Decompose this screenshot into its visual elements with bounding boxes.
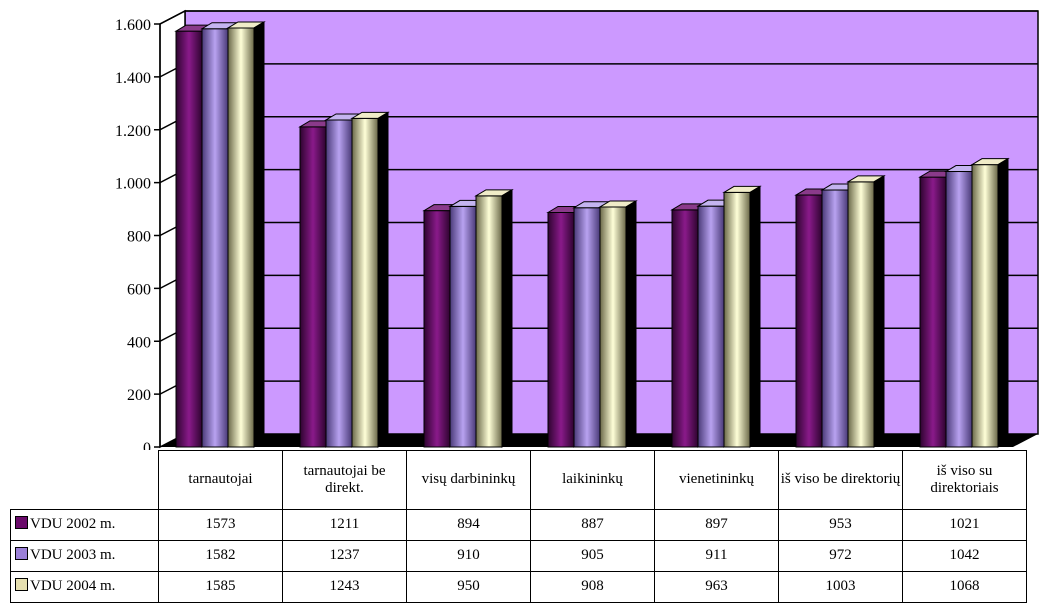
- gridline: [159, 10, 1038, 25]
- data-value-cell: 1573: [158, 509, 283, 541]
- data-value-cell: 897: [654, 509, 779, 541]
- bar-front: [175, 30, 203, 448]
- data-value-cell: 1243: [282, 571, 407, 603]
- data-value-cell: 1237: [282, 540, 407, 572]
- y-tick-label: 0: [143, 440, 151, 450]
- data-value-cell: 1021: [902, 509, 1027, 541]
- bar-side: [377, 111, 389, 448]
- bar-front: [919, 176, 947, 448]
- bar-front: [573, 207, 601, 448]
- table-row: VDU 2003 m. 1582 1237 910 905 911 972 1042: [10, 540, 1027, 572]
- data-value-cell: 1003: [778, 571, 903, 603]
- bar-front: [723, 191, 751, 448]
- data-value-cell: 972: [778, 540, 903, 572]
- legend-entry: VDU 2002 m.: [10, 509, 159, 541]
- bar-front: [201, 28, 229, 448]
- bar-side: [253, 21, 265, 448]
- legend-entry: VDU 2004 m.: [10, 571, 159, 603]
- bar-front: [671, 209, 699, 448]
- data-value-cell: 1042: [902, 540, 1027, 572]
- series-name: VDU 2004 m.: [30, 578, 116, 595]
- bar-front: [971, 164, 999, 448]
- bar-front: [599, 206, 627, 448]
- legend-swatch: [15, 578, 28, 592]
- y-tick-label: 1.200: [115, 123, 151, 140]
- bar-front: [547, 211, 575, 448]
- bar-side: [625, 200, 637, 448]
- bar-side: [749, 185, 761, 448]
- bar-side: [873, 174, 885, 448]
- bar-front: [227, 27, 255, 448]
- chart: 0 200 400 600 800 1.000 1.200 1.400 1.600: [115, 9, 1039, 450]
- bar: [350, 111, 390, 448]
- x-category-label: iš viso su direktoriais: [902, 450, 1027, 510]
- series-name: VDU 2002 m.: [30, 516, 116, 533]
- bar-front: [325, 119, 353, 448]
- bar-side: [501, 188, 513, 448]
- bar-front: [351, 117, 379, 448]
- bar-side: [997, 157, 1009, 448]
- data-value-cell: 1585: [158, 571, 283, 603]
- x-category-label: vienetininkų: [654, 450, 779, 510]
- table-row: VDU 2002 m. 1573 1211 894 887 897 953 1021: [10, 509, 1027, 541]
- data-value-cell: 950: [406, 571, 531, 603]
- y-tick-label: 800: [127, 229, 151, 246]
- bar: [474, 188, 514, 448]
- x-category-label: iš viso be direktorių: [778, 450, 903, 510]
- x-category-label: tarnautojai: [158, 450, 283, 510]
- data-value-cell: 905: [530, 540, 655, 572]
- y-tick-label: 200: [127, 387, 151, 404]
- bar: [598, 200, 638, 448]
- legend-swatch: [15, 547, 28, 561]
- data-value-cell: 1211: [282, 509, 407, 541]
- data-table: tarnautojai tarnautojai be direkt. visų da…: [10, 450, 1027, 603]
- legend-entry: VDU 2003 m.: [10, 540, 159, 572]
- series-name: VDU 2003 m.: [30, 547, 116, 564]
- x-category-label: laikininkų: [530, 450, 655, 510]
- bar-front: [697, 205, 725, 448]
- table-corner: [10, 450, 159, 510]
- bar-front: [475, 195, 503, 448]
- y-tick-label: 1.600: [115, 17, 151, 34]
- data-value-cell: 953: [778, 509, 903, 541]
- bar-front: [423, 210, 451, 448]
- bar-front: [795, 194, 823, 448]
- bar: [722, 185, 762, 448]
- bar: [846, 174, 886, 448]
- bar: [226, 21, 266, 448]
- bar: [970, 157, 1010, 448]
- table-row: VDU 2004 m. 1585 1243 950 908 963 1003 1068: [10, 571, 1027, 603]
- y-tick-label: 1.400: [115, 70, 151, 87]
- data-value-cell: 894: [406, 509, 531, 541]
- y-tick-label: 1.000: [115, 176, 151, 193]
- bar-front: [847, 181, 875, 448]
- data-value-cell: 1068: [902, 571, 1027, 603]
- x-category-label: tarnautojai be direkt.: [282, 450, 407, 510]
- data-value-cell: 911: [654, 540, 779, 572]
- data-value-cell: 887: [530, 509, 655, 541]
- legend-swatch: [15, 516, 28, 530]
- data-value-cell: 963: [654, 571, 779, 603]
- x-category-label: visų darbininkų: [406, 450, 531, 510]
- bar-front: [821, 189, 849, 448]
- y-tick-label: 400: [127, 334, 151, 351]
- bar-front: [449, 205, 477, 448]
- bar-front: [945, 171, 973, 448]
- data-value-cell: 1582: [158, 540, 283, 572]
- data-value-cell: 910: [406, 540, 531, 572]
- data-value-cell: 908: [530, 571, 655, 603]
- bar-front: [299, 126, 327, 448]
- y-tick-label: 600: [127, 281, 151, 298]
